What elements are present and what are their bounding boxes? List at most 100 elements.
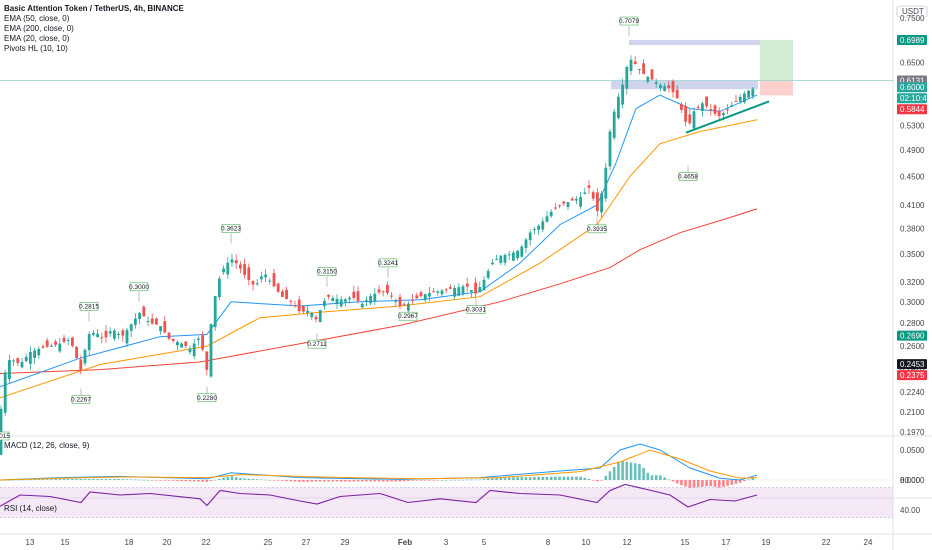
- macd-bar: [318, 480, 322, 482]
- pivot-box: [79, 302, 99, 311]
- macd-bar: [453, 479, 456, 481]
- candle-body: [213, 296, 217, 328]
- pivot-box: [197, 393, 217, 403]
- macd-bar: [260, 479, 263, 481]
- candle-body: [482, 279, 486, 291]
- macd-bar: [709, 480, 713, 487]
- macd-bar: [230, 476, 234, 480]
- macd-bar: [667, 479, 671, 481]
- macd-histogram: [0, 461, 755, 488]
- macd-bar: [83, 479, 87, 480]
- time-tick-label: 18: [125, 538, 134, 547]
- macd-bar: [180, 480, 183, 482]
- pivot-box: [317, 267, 337, 276]
- macd-bar: [218, 478, 221, 480]
- macd-bar: [163, 480, 167, 481]
- macd-bar: [264, 479, 267, 481]
- macd-bar: [121, 479, 125, 480]
- candle-body: [87, 334, 91, 351]
- macd-bar: [268, 480, 272, 481]
- macd-legend[interactable]: MACD (12, 26, close, 9): [4, 441, 90, 450]
- indicator-ema200[interactable]: EMA (200, close, 0): [4, 24, 74, 33]
- candle-body: [587, 185, 591, 188]
- macd-bar: [37, 479, 41, 480]
- candle-body: [713, 105, 717, 114]
- macd-bar: [146, 479, 150, 481]
- macd-bar: [302, 480, 305, 482]
- macd-bar: [486, 478, 490, 480]
- time-tick-label: 3: [444, 538, 449, 547]
- price-tag: [897, 370, 927, 381]
- time-tick-label: 27: [302, 538, 311, 547]
- pivot-label: 0.4658: [678, 174, 698, 181]
- macd-bar: [528, 476, 532, 480]
- candle-body: [79, 359, 83, 371]
- candle-body: [440, 290, 444, 295]
- candle-body: [318, 310, 322, 323]
- candle-body: [180, 343, 183, 348]
- candle-body: [260, 276, 263, 280]
- candle-body: [285, 289, 288, 300]
- candle-body: [650, 69, 654, 80]
- macd-bar: [50, 479, 53, 480]
- macd-bar: [465, 479, 469, 481]
- candle-body: [306, 310, 309, 313]
- rsi-legend[interactable]: RSI (14, close): [4, 504, 57, 513]
- indicator-ema20[interactable]: EMA (20, close, 0): [4, 34, 70, 43]
- currency-label: USDT: [902, 7, 924, 16]
- candle-body: [251, 280, 255, 285]
- price-tick-label: 0.2800: [900, 319, 925, 328]
- price-tag: [897, 330, 927, 341]
- pivot-label: 0.2280: [197, 395, 217, 402]
- macd-bar: [335, 480, 339, 482]
- macd-bar: [524, 477, 528, 480]
- candle-body: [541, 221, 545, 230]
- candle-body: [167, 332, 171, 339]
- candle-body: [751, 88, 755, 96]
- macd-bar: [344, 480, 347, 482]
- candle-body: [146, 320, 150, 322]
- candle-body: [722, 113, 725, 116]
- candle-body: [688, 114, 692, 124]
- candle-body: [188, 348, 192, 353]
- indicator-pivots[interactable]: Pivots HL (10, 10): [4, 44, 68, 53]
- indicator-ema50[interactable]: EMA (50, close, 0): [4, 14, 70, 23]
- candle-body: [537, 225, 540, 230]
- candle-body: [302, 306, 305, 312]
- pivot-label: 0.2815: [79, 304, 99, 311]
- macd-bar: [751, 477, 755, 480]
- macd-bar: [33, 479, 36, 481]
- time-tick-label: 5: [482, 538, 487, 547]
- candle-body: [222, 268, 225, 273]
- macd-bar: [663, 477, 666, 480]
- macd-bar: [75, 479, 78, 480]
- macd-bar: [713, 480, 717, 487]
- macd-bar: [457, 479, 461, 481]
- trendline: [685, 100, 770, 134]
- candle-body: [533, 229, 536, 231]
- candle-body: [37, 348, 41, 356]
- candle-body: [612, 111, 616, 138]
- macd-bar: [638, 463, 641, 480]
- candle-body: [117, 334, 120, 336]
- macd-bar: [209, 480, 213, 481]
- macd-bar: [562, 476, 566, 480]
- macd-bar: [394, 480, 398, 482]
- candle-body: [528, 232, 532, 241]
- macd-bar: [579, 476, 582, 480]
- candle-body: [369, 295, 372, 304]
- macd-bar: [587, 479, 591, 480]
- time-tick-label: 20: [163, 538, 172, 547]
- candle-body: [92, 332, 95, 335]
- pivot-box: [466, 305, 486, 314]
- macd-bar: [591, 480, 595, 481]
- candle-body: [642, 63, 645, 75]
- macd-bar: [428, 480, 431, 481]
- macd-bar: [402, 480, 406, 482]
- candle-body: [554, 207, 557, 209]
- pivot-label: 0.2967: [398, 313, 418, 320]
- candle-body: [633, 61, 637, 65]
- ema200-line: [0, 208, 758, 374]
- candle-body: [675, 89, 679, 99]
